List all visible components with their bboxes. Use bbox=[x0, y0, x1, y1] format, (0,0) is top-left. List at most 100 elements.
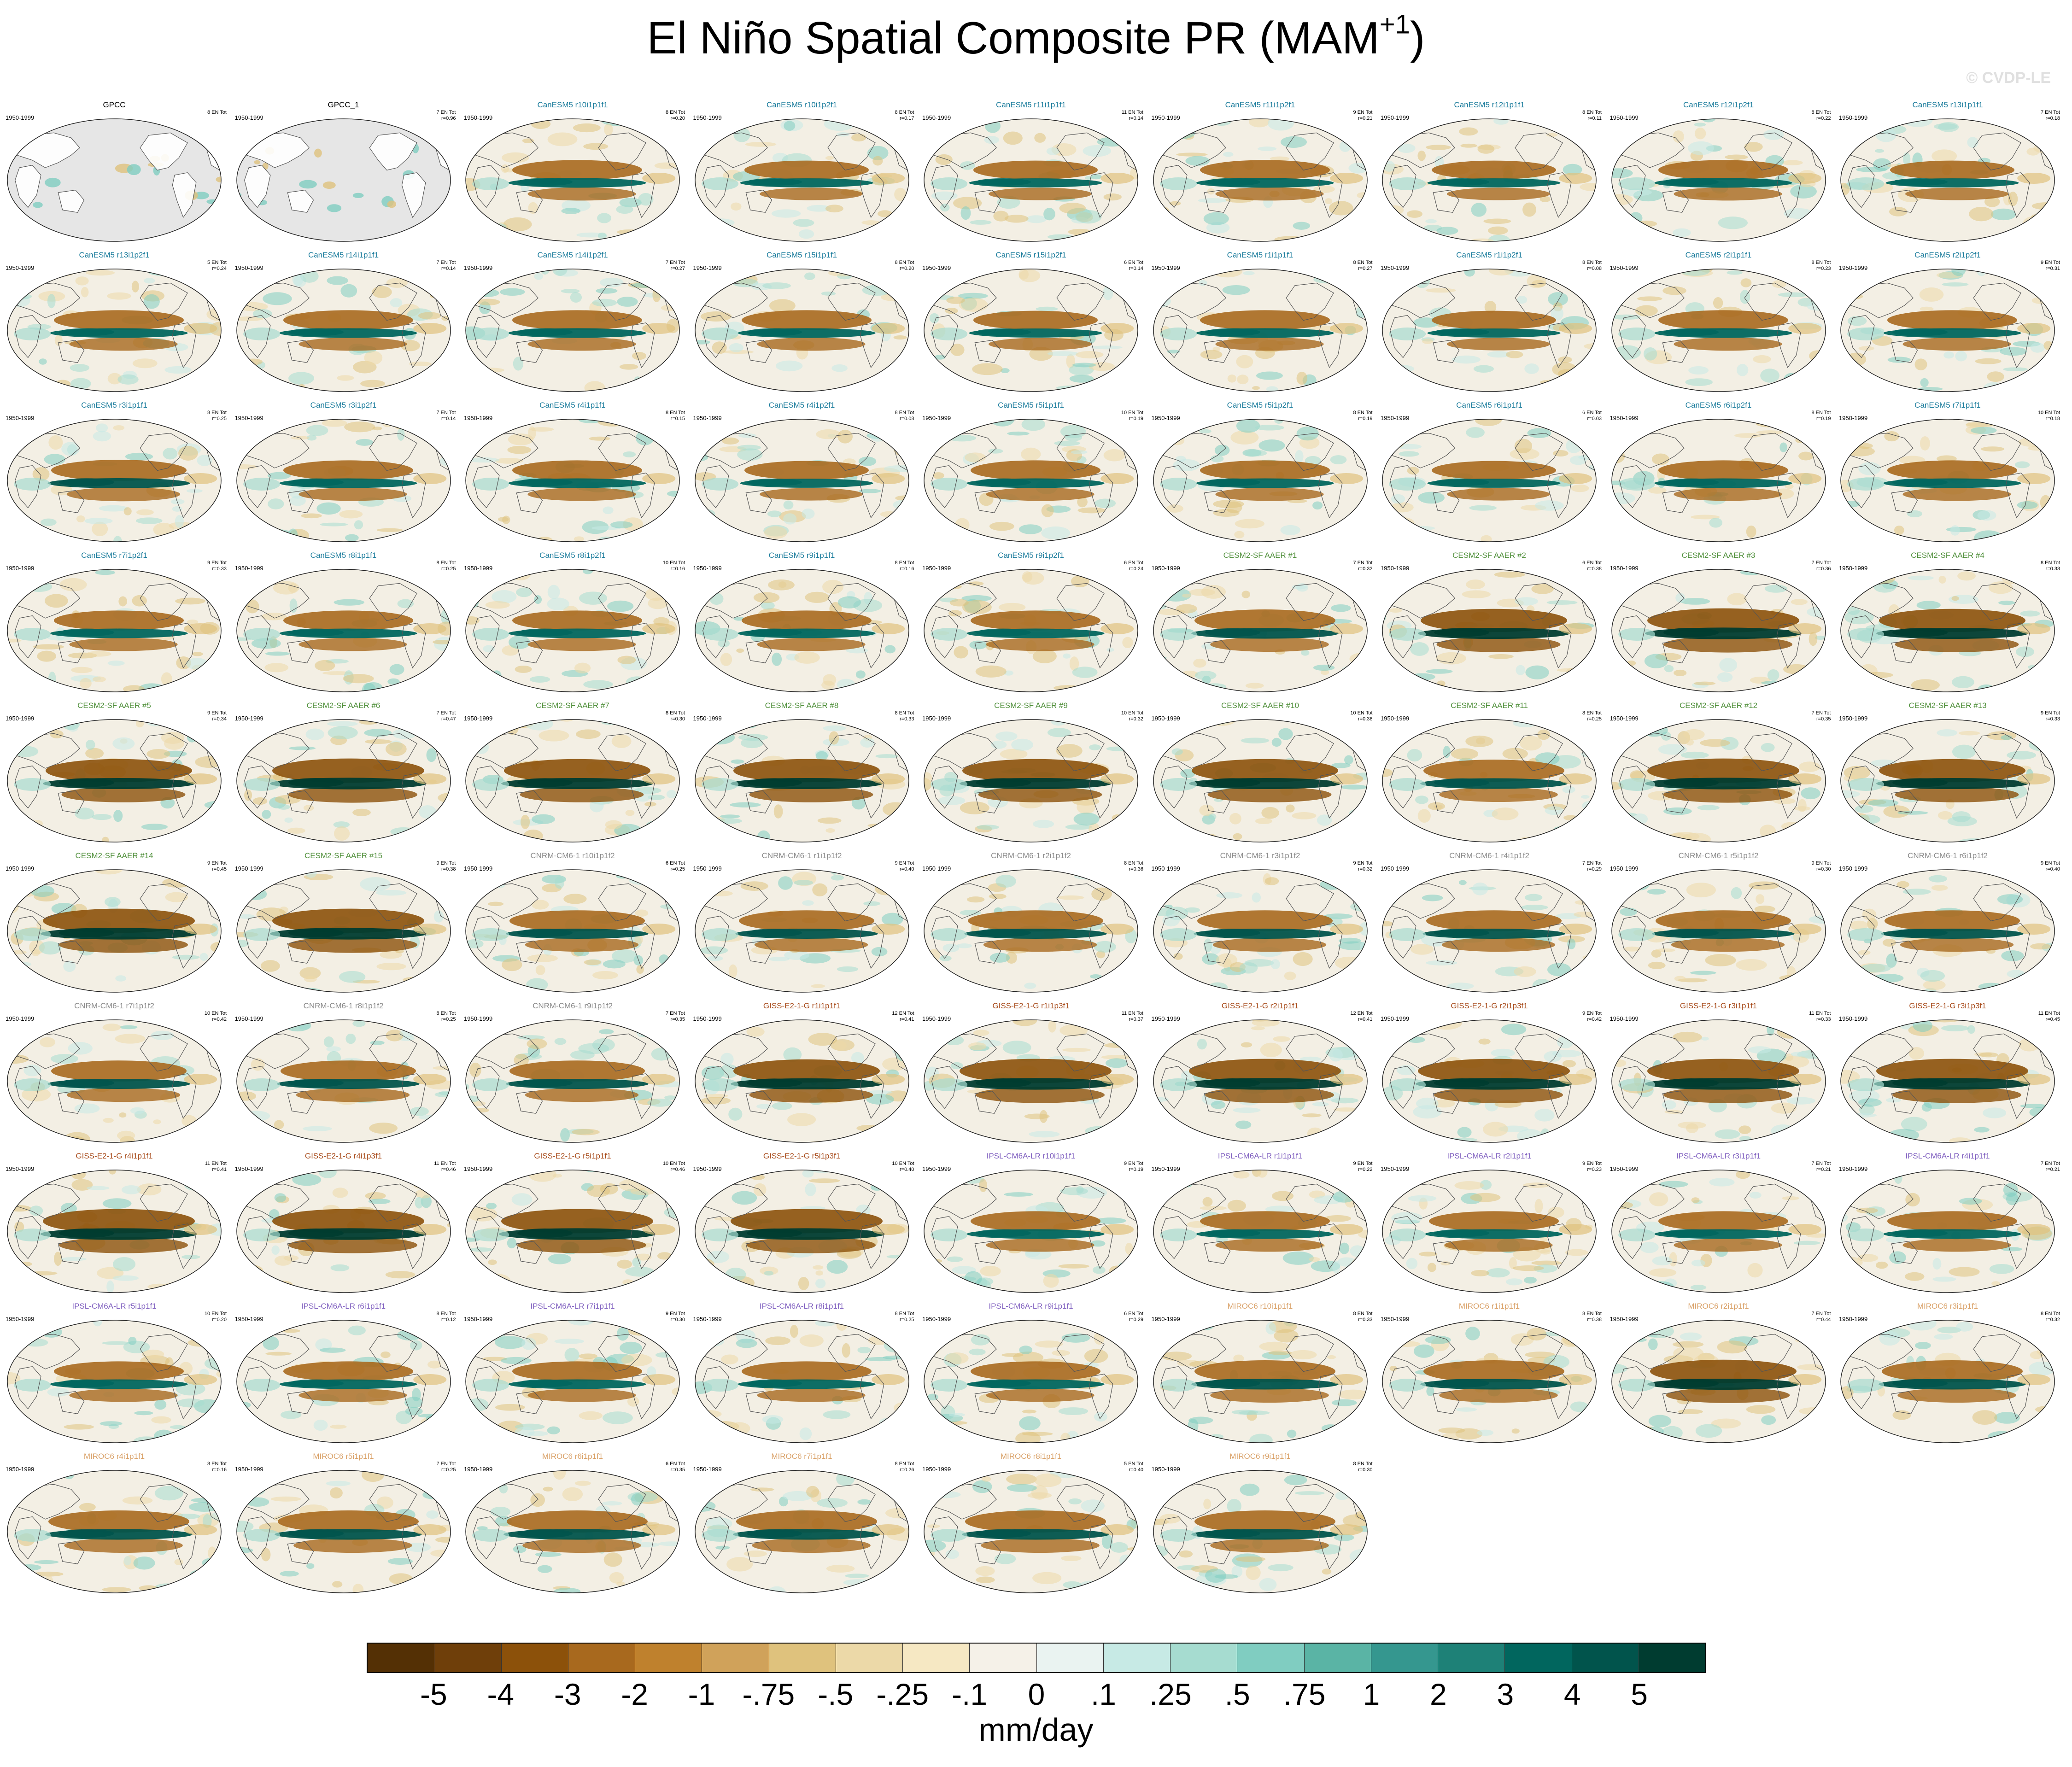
anomaly-patch bbox=[735, 1171, 743, 1177]
continent-outline bbox=[974, 339, 1001, 363]
anomaly-patch bbox=[1808, 1430, 1820, 1434]
panel-correlation: r=0.22 bbox=[1358, 1167, 1373, 1172]
anomaly-patch bbox=[722, 531, 732, 542]
anomaly-patch bbox=[1229, 813, 1241, 825]
map-panel: CanESM5 r4i1p2f1 1950-1999 8 EN Tot r=0.08 bbox=[688, 401, 916, 551]
anomaly-patch bbox=[1637, 534, 1654, 540]
anomaly-patch bbox=[762, 282, 791, 289]
dry-anomaly-east bbox=[2017, 623, 2051, 634]
anomaly-patch bbox=[2039, 132, 2054, 138]
continent-outline bbox=[974, 490, 1001, 513]
map-border bbox=[1153, 118, 1368, 242]
panel-count-text: 6 EN Tot bbox=[1124, 1311, 1143, 1316]
anomaly-patch bbox=[998, 603, 1026, 612]
continent-outline bbox=[630, 473, 655, 519]
wet-anomaly-core bbox=[1663, 628, 1719, 637]
anomaly-patch bbox=[1776, 1020, 1785, 1027]
anomaly-patch bbox=[100, 1421, 123, 1426]
anomaly-patch bbox=[164, 366, 192, 374]
panel-count-text: 8 EN Tot bbox=[895, 110, 914, 115]
dry-anomaly-north bbox=[741, 310, 872, 330]
panel-count-text: 9 EN Tot bbox=[1582, 1161, 1602, 1166]
anomaly-patch bbox=[1807, 1339, 1824, 1346]
panel-title: CanESM5 r5i1p2f1 bbox=[1227, 401, 1294, 410]
dry-anomaly-east bbox=[1329, 623, 1363, 634]
anomaly-patch bbox=[645, 820, 665, 833]
anomaly-patch bbox=[1054, 440, 1080, 446]
continent-outline bbox=[1662, 1090, 1689, 1114]
map-border bbox=[236, 1019, 451, 1143]
anomaly-patch bbox=[1817, 439, 1826, 453]
anomaly-patch bbox=[702, 371, 710, 382]
anomaly-patch bbox=[1941, 1025, 1969, 1031]
dry-anomaly-north bbox=[504, 759, 650, 783]
anomaly-patch bbox=[1937, 1327, 1961, 1334]
anomaly-patch bbox=[1410, 572, 1439, 579]
dry-anomaly-east bbox=[642, 924, 676, 935]
dry-anomaly-north bbox=[1200, 460, 1330, 480]
anomaly-patch bbox=[1952, 811, 1971, 822]
panel-title: CESM2-SF AAER #1 bbox=[1223, 551, 1297, 560]
anomaly-patch bbox=[1809, 632, 1817, 646]
panel-period: 1950-1999 bbox=[1610, 1015, 1639, 1022]
continent-outline bbox=[1776, 923, 1801, 969]
map-panel: CNRM-CM6-1 r9i1p1f2 1950-1999 7 EN Tot r=0.… bbox=[458, 1001, 687, 1152]
map-panel: CESM2-SF AAER #12 1950-1999 7 EN Tot r=0.35 bbox=[1604, 701, 1833, 851]
anomaly-patch bbox=[468, 720, 480, 726]
map-border bbox=[1840, 269, 2055, 392]
anomaly-patch bbox=[112, 1275, 139, 1281]
continent-outline bbox=[369, 1334, 417, 1372]
continent-outline bbox=[598, 1183, 646, 1222]
map-panel: IPSL-CM6A-LR r9i1p1f1 1950-1999 6 EN Tot r=… bbox=[917, 1302, 1145, 1452]
anomaly-patch bbox=[243, 358, 263, 365]
anomaly-patch bbox=[855, 687, 870, 692]
anomaly-patch bbox=[437, 792, 451, 803]
map-panel: CanESM5 r11i1p2f1 1950-1999 9 EN Tot r=0.21 bbox=[1146, 100, 1375, 251]
anomaly-patch bbox=[1227, 374, 1236, 383]
anomaly-patch bbox=[1672, 228, 1691, 237]
continent-outline bbox=[1204, 189, 1230, 213]
anomaly-patch bbox=[1531, 569, 1552, 577]
anomaly-patch bbox=[466, 134, 484, 139]
anomaly-patch bbox=[1069, 374, 1094, 383]
anomaly-patch bbox=[468, 129, 484, 135]
anomaly-patch bbox=[552, 1174, 562, 1178]
anomaly-patch bbox=[1994, 1412, 2020, 1424]
map-svg bbox=[1153, 569, 1368, 692]
panel-correlation: r=0.45 bbox=[2045, 1017, 2060, 1022]
anomaly-patch bbox=[1417, 150, 1426, 161]
map-svg bbox=[7, 1320, 222, 1443]
panel-event-count: 11 EN Tot r=0.46 bbox=[434, 1161, 456, 1173]
dry-anomaly-east bbox=[413, 323, 446, 334]
panel-event-count: 10 EN Tot r=0.42 bbox=[205, 1011, 227, 1023]
continent-outline bbox=[827, 1183, 876, 1222]
anomaly-patch bbox=[466, 1237, 480, 1242]
anomaly-patch bbox=[1034, 133, 1046, 143]
anomaly-patch bbox=[1349, 1245, 1364, 1257]
anomaly-patch bbox=[1989, 1264, 2014, 1274]
anomaly-patch bbox=[387, 678, 400, 685]
anomaly-patch bbox=[1425, 288, 1456, 293]
map-border bbox=[694, 269, 909, 392]
anomaly-patch bbox=[804, 1183, 816, 1196]
map-svg bbox=[1611, 569, 1826, 692]
anomaly-patch bbox=[851, 1052, 864, 1064]
anomaly-patch bbox=[1535, 752, 1560, 766]
anomaly-patch bbox=[306, 425, 328, 436]
anomaly-patch bbox=[1270, 156, 1289, 161]
anomaly-patch bbox=[430, 984, 442, 992]
panel-title: IPSL-CM6A-LR r9i1p1f1 bbox=[989, 1302, 1073, 1311]
anomaly-patch bbox=[975, 569, 994, 574]
anomaly-patch bbox=[1477, 144, 1495, 154]
panel-count-text: 11 EN Tot bbox=[1809, 1011, 1831, 1016]
dry-anomaly-north bbox=[283, 460, 413, 480]
anomaly-patch bbox=[1235, 1120, 1251, 1129]
map-border bbox=[1840, 1019, 2055, 1143]
anomaly-patch bbox=[633, 376, 642, 389]
anomaly-patch bbox=[893, 731, 907, 737]
panel-title: CESM2-SF AAER #7 bbox=[536, 701, 609, 710]
anomaly-patch bbox=[1344, 755, 1353, 765]
continent-outline bbox=[1848, 1366, 1875, 1410]
anomaly-patch bbox=[1997, 1170, 2017, 1175]
continent-outline bbox=[1547, 1073, 1572, 1119]
